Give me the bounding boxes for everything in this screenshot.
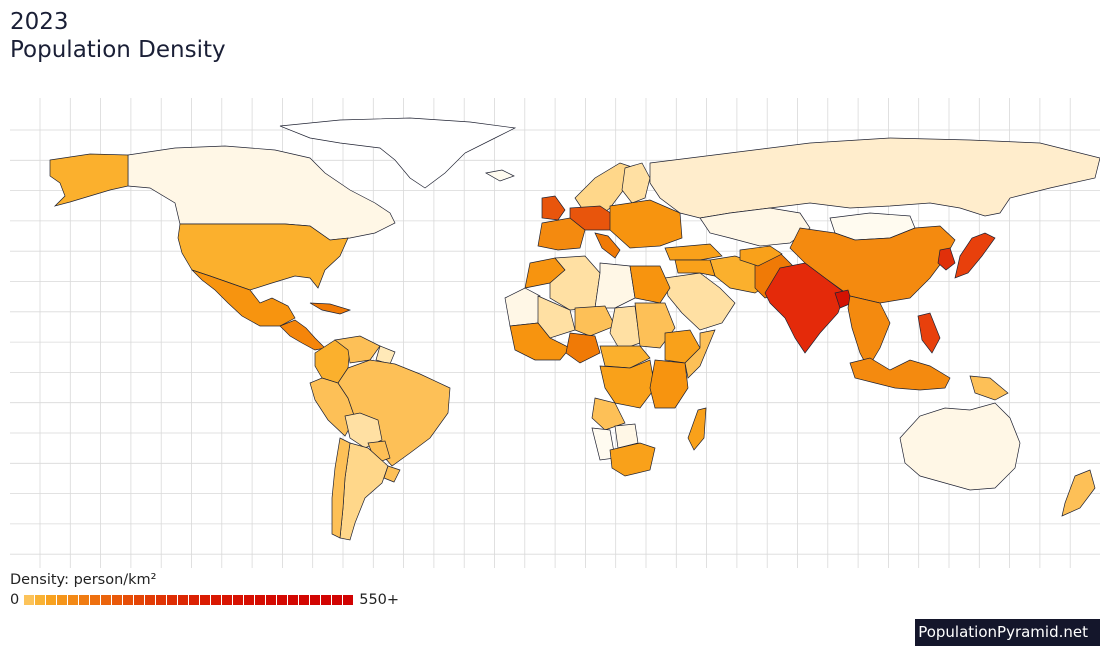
- region-indonesia[interactable]: Indonesia: [849, 357, 951, 391]
- region-mexico[interactable]: Mexico: [191, 269, 296, 327]
- region-central-america[interactable]: Central America: [279, 319, 326, 351]
- legend-swatch: [112, 595, 123, 605]
- region-united-kingdom[interactable]: United Kingdom: [541, 195, 566, 221]
- region-brazil[interactable]: Brazil: [337, 359, 451, 467]
- legend-swatch: [35, 595, 46, 605]
- brand-link[interactable]: PopulationPyramid.net: [915, 619, 1100, 646]
- region-iceland[interactable]: Iceland: [484, 169, 515, 182]
- legend-swatch: [79, 595, 90, 605]
- legend-swatch: [244, 595, 255, 605]
- color-legend: 0 550+: [10, 591, 399, 609]
- legend-swatch: [68, 595, 79, 605]
- region-canada[interactable]: Canada: [127, 145, 396, 241]
- legend-swatch: [288, 595, 299, 605]
- legend-swatch: [46, 595, 57, 605]
- legend-swatch: [310, 595, 321, 605]
- region-italy[interactable]: Italy: [594, 232, 621, 259]
- region-central-africa[interactable]: Central Africa: [599, 345, 651, 369]
- legend-swatch: [178, 595, 189, 605]
- legend-swatch: [189, 595, 200, 605]
- region-chad[interactable]: Chad: [609, 305, 641, 351]
- region-afghanistan[interactable]: Afghanistan: [739, 245, 783, 267]
- region-philippines[interactable]: Philippines: [917, 312, 941, 354]
- legend-swatch: [211, 595, 222, 605]
- legend-max-label: 550+: [359, 592, 400, 608]
- legend-swatch: [266, 595, 277, 605]
- region-mali[interactable]: Mali: [537, 295, 576, 339]
- legend-swatch: [321, 595, 332, 605]
- region-west-africa[interactable]: West Africa: [509, 322, 571, 361]
- legend-swatch: [156, 595, 167, 605]
- legend-swatch: [343, 595, 354, 605]
- world-map[interactable]: Greenland Canada Alaska United States Me…: [10, 98, 1100, 568]
- region-botswana[interactable]: Botswana: [614, 423, 639, 449]
- region-southeast-asia[interactable]: Southeast Asia: [847, 295, 891, 369]
- legend-swatch: [123, 595, 134, 605]
- region-mauritania[interactable]: Mauritania: [504, 287, 541, 327]
- region-papua-new-guinea[interactable]: Papua New Guinea: [969, 375, 1009, 401]
- region-united-states[interactable]: United States: [177, 223, 349, 291]
- year-label: 2023: [10, 9, 69, 35]
- region-india[interactable]: India: [764, 262, 846, 354]
- region-korea[interactable]: Korea: [937, 247, 956, 271]
- legend-swatch: [145, 595, 156, 605]
- legend-swatch: [57, 595, 68, 605]
- region-chile[interactable]: Chile: [331, 437, 351, 539]
- region-greenland[interactable]: Greenland: [279, 117, 517, 189]
- region-new-zealand[interactable]: New Zealand: [1061, 469, 1096, 517]
- title-block: 2023 Population Density: [10, 8, 226, 64]
- region-libya[interactable]: Libya: [594, 262, 636, 309]
- legend-swatch: [233, 595, 244, 605]
- legend-swatch: [101, 595, 112, 605]
- region-middle-east[interactable]: Middle East: [674, 259, 716, 277]
- legend-min-label: 0: [10, 592, 20, 608]
- region-east-africa[interactable]: East Africa: [649, 359, 689, 409]
- legend-swatch: [255, 595, 266, 605]
- legend-swatch: [24, 595, 35, 605]
- region-japan[interactable]: Japan: [954, 232, 996, 279]
- legend-swatches: [24, 595, 354, 605]
- region-dr-congo[interactable]: DR Congo: [599, 359, 656, 409]
- region-caribbean[interactable]: Caribbean: [309, 302, 352, 315]
- legend-swatch: [277, 595, 288, 605]
- region-turkey[interactable]: Turkey: [664, 243, 723, 261]
- legend-swatch: [299, 595, 310, 605]
- region-alaska[interactable]: Alaska: [49, 153, 129, 207]
- region-russia[interactable]: Russia: [649, 137, 1100, 219]
- page-title: Population Density: [10, 37, 226, 63]
- region-madagascar[interactable]: Madagascar: [687, 407, 707, 451]
- region-nigeria[interactable]: Nigeria: [565, 332, 601, 364]
- country-layer: Greenland Canada Alaska United States Me…: [49, 117, 1100, 541]
- region-finland[interactable]: Finland: [621, 162, 651, 204]
- region-uruguay[interactable]: Uruguay: [383, 465, 401, 483]
- region-saudi-arabia[interactable]: Saudi Arabia: [664, 272, 736, 331]
- region-australia[interactable]: Australia: [899, 402, 1021, 491]
- region-niger[interactable]: Niger: [574, 305, 616, 337]
- region-somalia[interactable]: Somalia: [684, 329, 716, 379]
- legend-swatch: [332, 595, 343, 605]
- legend-swatch: [134, 595, 145, 605]
- region-south-africa[interactable]: South Africa: [609, 442, 656, 477]
- legend-swatch: [90, 595, 101, 605]
- legend-swatch: [200, 595, 211, 605]
- legend-title: Density: person/km²: [10, 572, 157, 588]
- legend-swatch: [167, 595, 178, 605]
- legend-swatch: [222, 595, 233, 605]
- region-bolivia[interactable]: Bolivia: [344, 412, 383, 449]
- region-egypt[interactable]: Egypt: [629, 265, 671, 304]
- region-eastern-europe[interactable]: Eastern Europe: [609, 199, 683, 249]
